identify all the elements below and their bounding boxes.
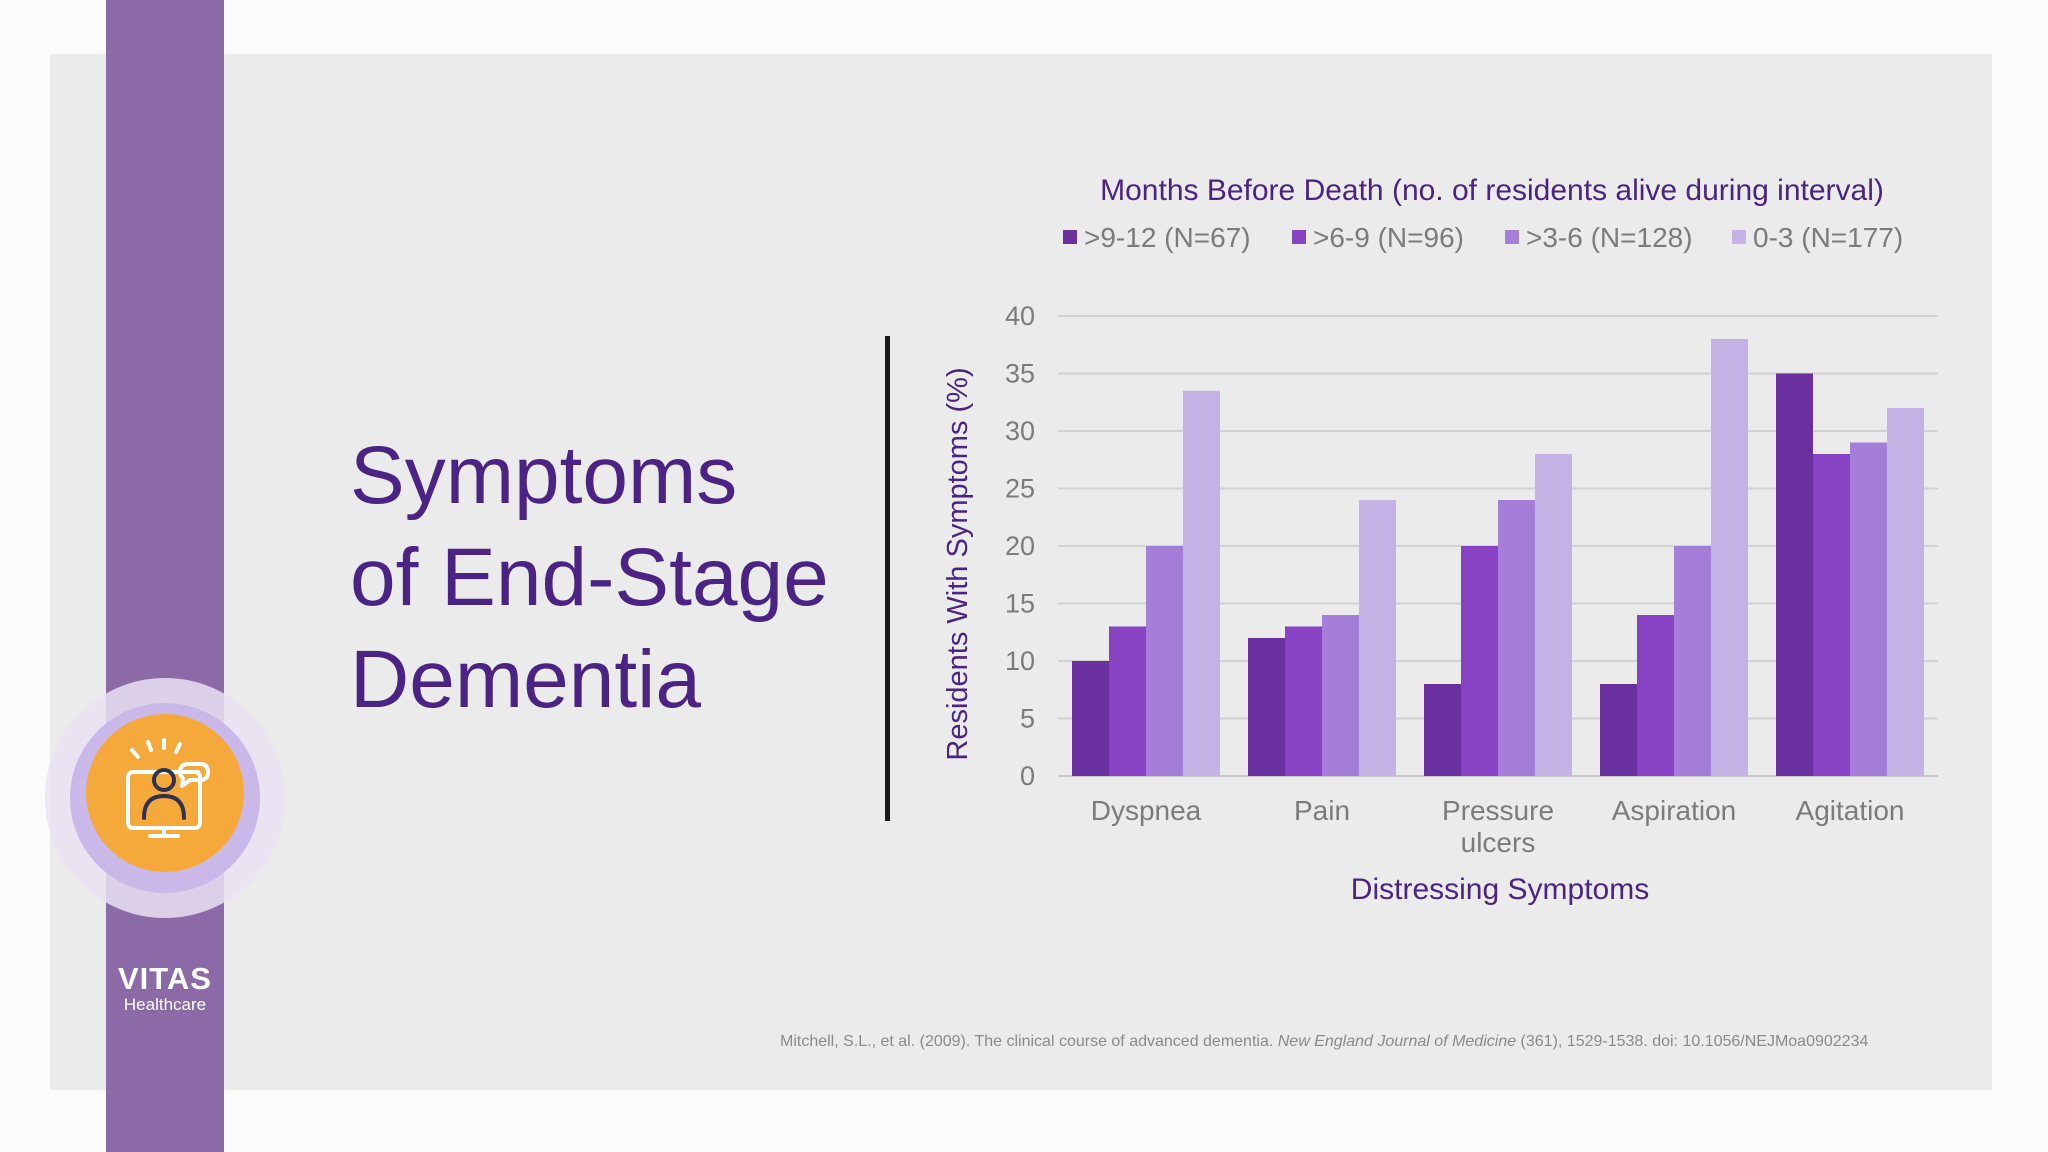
- citation-text: Mitchell, S.L., et al. (2009). The clini…: [780, 1033, 1278, 1050]
- x-tick-label: Pressure: [1442, 795, 1554, 826]
- bar: [1887, 408, 1924, 776]
- legend-label: >9-12 (N=67): [1084, 222, 1251, 253]
- x-tick-label: ulcers: [1461, 827, 1536, 858]
- legend-label: >3-6 (N=128): [1526, 222, 1693, 253]
- title-line-1: Symptoms: [350, 430, 738, 521]
- y-tick-label: 35: [1005, 359, 1035, 389]
- citation-details: (361), 1529-1538. doi: 10.1056/NEJMoa090…: [1516, 1033, 1869, 1050]
- y-tick-label: 40: [1005, 301, 1035, 331]
- y-axis-title: Residents With Symptoms (%): [942, 367, 974, 760]
- content-panel: [50, 54, 1992, 1090]
- logo-sub: Healthcare: [123, 995, 207, 1014]
- bar: [1776, 373, 1813, 776]
- y-tick-label: 0: [1020, 761, 1035, 791]
- bar: [1850, 442, 1887, 776]
- y-tick-label: 25: [1005, 474, 1035, 504]
- bar: [1072, 661, 1109, 776]
- legend-label: >6-9 (N=96): [1313, 222, 1464, 253]
- y-tick-label: 10: [1005, 646, 1035, 676]
- x-tick-label: Agitation: [1796, 795, 1905, 826]
- bar: [1183, 390, 1220, 776]
- person-at-monitor-icon: [86, 714, 244, 872]
- bar: [1813, 454, 1850, 776]
- bar: [1109, 626, 1146, 776]
- citation-journal: New England Journal of Medicine: [1277, 1033, 1517, 1050]
- vitas-logo: VITAS Healthcare: [106, 963, 224, 1015]
- citation: Mitchell, S.L., et al. (2009). The clini…: [780, 1033, 2000, 1051]
- brand-stripe: [106, 0, 224, 1152]
- title-line-2: of End-Stage: [350, 532, 829, 623]
- chart-title: Months Before Death (no. of residents al…: [1100, 174, 1884, 207]
- bar: [1322, 615, 1359, 776]
- bar: [1461, 546, 1498, 776]
- bar: [1711, 339, 1748, 776]
- bar: [1146, 546, 1183, 776]
- legend-swatch: [1732, 230, 1746, 244]
- y-tick-label: 15: [1005, 589, 1035, 619]
- x-tick-label: Pain: [1294, 795, 1350, 826]
- y-tick-label: 5: [1020, 704, 1035, 734]
- bar: [1285, 626, 1322, 776]
- bar: [1498, 500, 1535, 776]
- legend-swatch: [1063, 230, 1077, 244]
- slide-title: Symptoms of End-Stage Dementia: [350, 425, 890, 731]
- title-line-3: Dementia: [350, 634, 701, 725]
- x-tick-label: Dyspnea: [1091, 795, 1202, 826]
- x-axis-title: Distressing Symptoms: [1351, 873, 1649, 906]
- bar: [1359, 500, 1396, 776]
- bar: [1637, 615, 1674, 776]
- legend-label: 0-3 (N=177): [1753, 222, 1903, 253]
- x-tick-label: Aspiration: [1612, 795, 1737, 826]
- legend-swatch: [1292, 230, 1306, 244]
- y-tick-label: 30: [1005, 416, 1035, 446]
- y-tick-label: 20: [1005, 531, 1035, 561]
- vertical-divider: [885, 336, 890, 821]
- bar: [1424, 684, 1461, 776]
- bar: [1535, 454, 1572, 776]
- bar: [1248, 638, 1285, 776]
- logo-name: VITAS: [118, 961, 212, 996]
- legend-swatch: [1505, 230, 1519, 244]
- bar: [1674, 546, 1711, 776]
- bar: [1600, 684, 1637, 776]
